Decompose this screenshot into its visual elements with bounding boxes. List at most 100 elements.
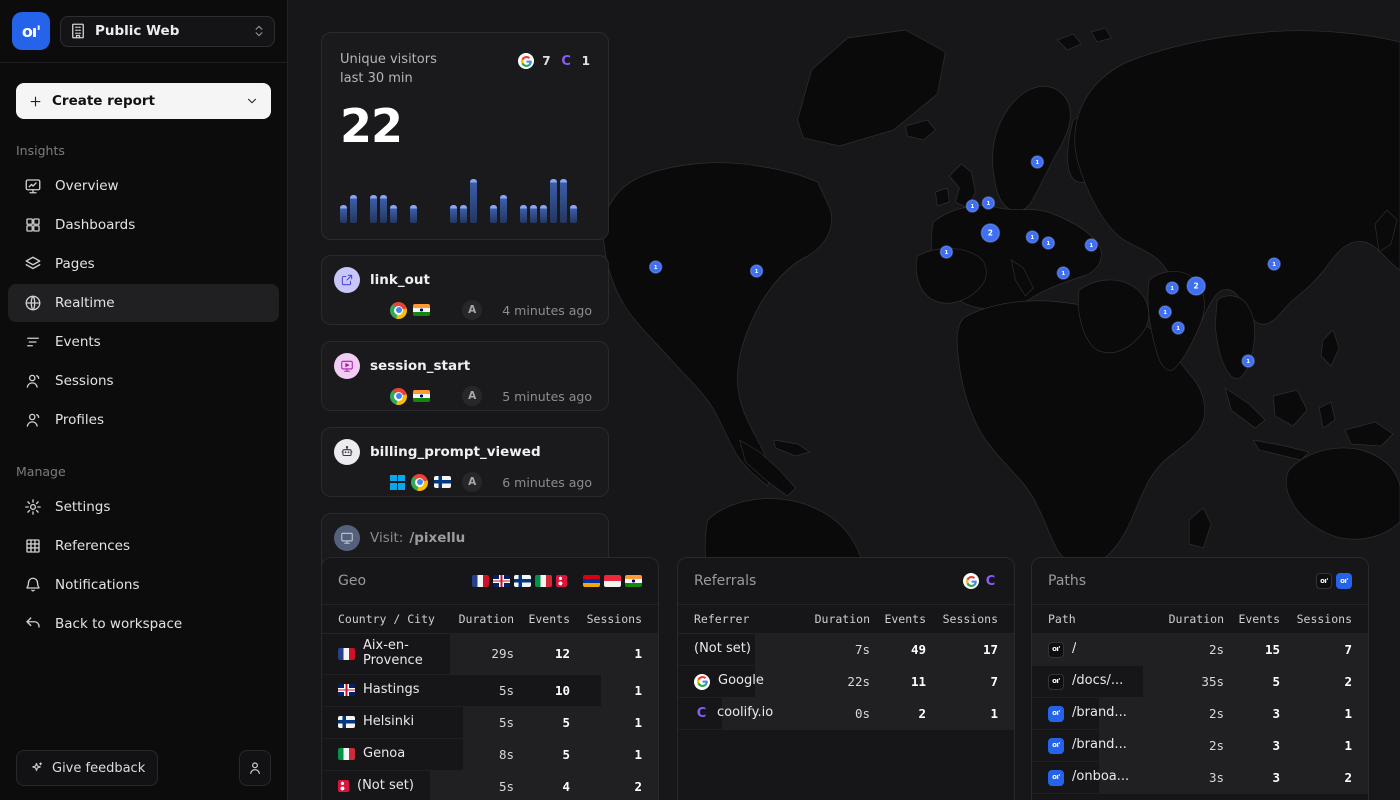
visitor-location-dot[interactable]: 1: [1158, 305, 1172, 319]
visitor-location-dot[interactable]: 1: [1241, 354, 1255, 368]
table-row[interactable]: oı' /brand... 2s 3 1: [1032, 698, 1368, 730]
create-report-button[interactable]: Create report: [16, 83, 271, 119]
give-feedback-button[interactable]: Give feedback: [16, 750, 159, 786]
flag-fi-icon: [514, 575, 531, 587]
svg-text:2: 2: [988, 229, 993, 238]
row-events: 3: [1272, 738, 1280, 753]
sidebar-item-label: Profiles: [55, 412, 105, 428]
chrome-icon: [390, 301, 407, 319]
visitor-location-dot[interactable]: 1: [1165, 281, 1179, 295]
table-row[interactable]: oı' /onboa... 3s 3 2: [1032, 762, 1368, 794]
flag-fr-icon: [472, 575, 489, 587]
sidebar-item-label: Back to workspace: [55, 616, 183, 632]
sidebar-item-overview[interactable]: Overview: [8, 167, 279, 205]
visitor-location-dot[interactable]: 1: [648, 260, 663, 274]
sidebar-item-notifications[interactable]: Notifications: [8, 566, 279, 604]
row-name-cell: Aix-en-Provence: [338, 634, 450, 674]
event-row-main: session_start: [334, 353, 592, 379]
visitor-bar: [500, 195, 507, 223]
sidebar-item-settings[interactable]: Settings: [8, 488, 279, 526]
visitor-location-dot[interactable]: 1: [1041, 236, 1056, 250]
visitor-location-dot[interactable]: 1: [965, 199, 980, 213]
visitor-location-dot[interactable]: 2: [1186, 276, 1206, 296]
table-row[interactable]: Aix-en-Provence 29s 12 1: [322, 634, 658, 675]
column-header: Duration: [458, 612, 514, 626]
row-sessions: 1: [1344, 706, 1352, 721]
paths-table-card: Paths oı' oı' Path Duration Events Sessions oı'…: [1031, 557, 1369, 800]
profile-button[interactable]: [239, 750, 271, 786]
table-header-row: Country / City Duration Events Sessions: [322, 604, 658, 634]
row-duration: 5s: [498, 714, 514, 730]
table-row[interactable]: Google 22s 11 7: [678, 666, 1014, 698]
visitor-bar: [450, 205, 457, 223]
give-feedback-label: Give feedback: [52, 760, 146, 776]
monitor-icon: [334, 525, 360, 551]
table-row[interactable]: Hastings 5s 10 1: [322, 674, 658, 707]
flag-in-icon: [413, 390, 430, 402]
row-name: /onboa...: [1072, 770, 1130, 785]
sidebar-item-label: Dashboards: [55, 217, 136, 233]
coolify-icon: C: [696, 706, 707, 721]
row-name-cell: oı' /brand...: [1048, 733, 1160, 759]
openpanel-logo-icon: oı': [1048, 641, 1064, 658]
visitor-location-dot[interactable]: 1: [981, 196, 996, 210]
building-icon: [69, 22, 87, 40]
sparkles-icon: [29, 761, 44, 776]
table-row[interactable]: Genoa 8s 5 1: [322, 738, 658, 771]
flag-in-icon: [625, 575, 642, 587]
source-count: 7: [542, 54, 551, 68]
table-row[interactable]: oı' /docs/... 35s 5 2: [1032, 666, 1368, 698]
visitor-bar: [410, 205, 417, 223]
table-row[interactable]: (Not set) 5s 4 2: [322, 770, 658, 800]
sidebar-item-sessions[interactable]: Sessions: [8, 362, 279, 400]
table-header-row: Referrer Duration Events Sessions: [678, 604, 1014, 634]
svg-text:1: 1: [1046, 241, 1050, 247]
table-row[interactable]: Helsinki 5s 5 1: [322, 706, 658, 739]
row-name-cell: oı' /: [1048, 637, 1160, 663]
sidebar-item-back-to-workspace[interactable]: Back to workspace: [8, 605, 279, 643]
row-name: (Not set): [694, 642, 751, 657]
flag-in-icon: [413, 304, 430, 316]
row-duration: 2s: [1208, 706, 1224, 721]
sidebar-item-dashboards[interactable]: Dashboards: [8, 206, 279, 244]
app-logo[interactable]: oı': [12, 12, 50, 50]
workspace-selector[interactable]: Public Web: [60, 15, 275, 47]
visitor-location-dot[interactable]: 2: [980, 223, 1001, 243]
table-row[interactable]: oı' /brand... 2s 3 1: [1032, 730, 1368, 762]
row-sessions: 2: [634, 778, 642, 794]
table-row[interactable]: (Not set) 7s 49 17: [678, 634, 1014, 666]
svg-text:1: 1: [1089, 243, 1093, 249]
visitor-location-dot[interactable]: 1: [1267, 257, 1281, 271]
visitor-location-dot[interactable]: 1: [1025, 230, 1040, 244]
event-card-billingpromptviewed[interactable]: billing_prompt_viewed A 6 minutes ago: [321, 427, 609, 497]
table-title: Paths: [1048, 573, 1087, 589]
visitor-location-dot[interactable]: 1: [939, 245, 954, 259]
visitor-location-dot[interactable]: 1: [749, 264, 764, 278]
sidebar-item-label: Pages: [55, 256, 95, 272]
sidebar-item-profiles[interactable]: Profiles: [8, 401, 279, 439]
table-row[interactable]: oı' / 2s 15 7: [1032, 634, 1368, 666]
sidebar-item-pages[interactable]: Pages: [8, 245, 279, 283]
visitor-location-dot[interactable]: 1: [1056, 266, 1071, 280]
column-header: Events: [528, 612, 570, 626]
visitor-location-dot[interactable]: 1: [1030, 155, 1045, 169]
column-header: Events: [1238, 612, 1280, 626]
row-sessions: 1: [634, 682, 642, 698]
sidebar-item-realtime[interactable]: Realtime: [8, 284, 279, 322]
geo-table-card: Geo Country / City Duration Events Sessions A…: [321, 557, 659, 800]
table-title-row: Paths oı' oı': [1032, 558, 1368, 604]
event-row-meta: A 6 minutes ago: [390, 472, 592, 492]
row-events: 11: [910, 674, 926, 689]
sidebar-item-references[interactable]: References: [8, 527, 279, 565]
event-name: Visit:/pixellu: [370, 530, 466, 546]
row-events: 4: [562, 778, 570, 794]
row-duration: 8s: [498, 746, 514, 762]
sidebar-item-events[interactable]: Events: [8, 323, 279, 361]
visitor-bar: [350, 195, 357, 223]
event-card-linkout[interactable]: link_out A 4 minutes ago: [321, 255, 609, 325]
visitor-location-dot[interactable]: 1: [1171, 321, 1185, 335]
event-card-sessionstart[interactable]: session_start A 5 minutes ago: [321, 341, 609, 411]
row-sessions: 2: [1344, 770, 1352, 785]
visitor-location-dot[interactable]: 1: [1084, 238, 1099, 252]
